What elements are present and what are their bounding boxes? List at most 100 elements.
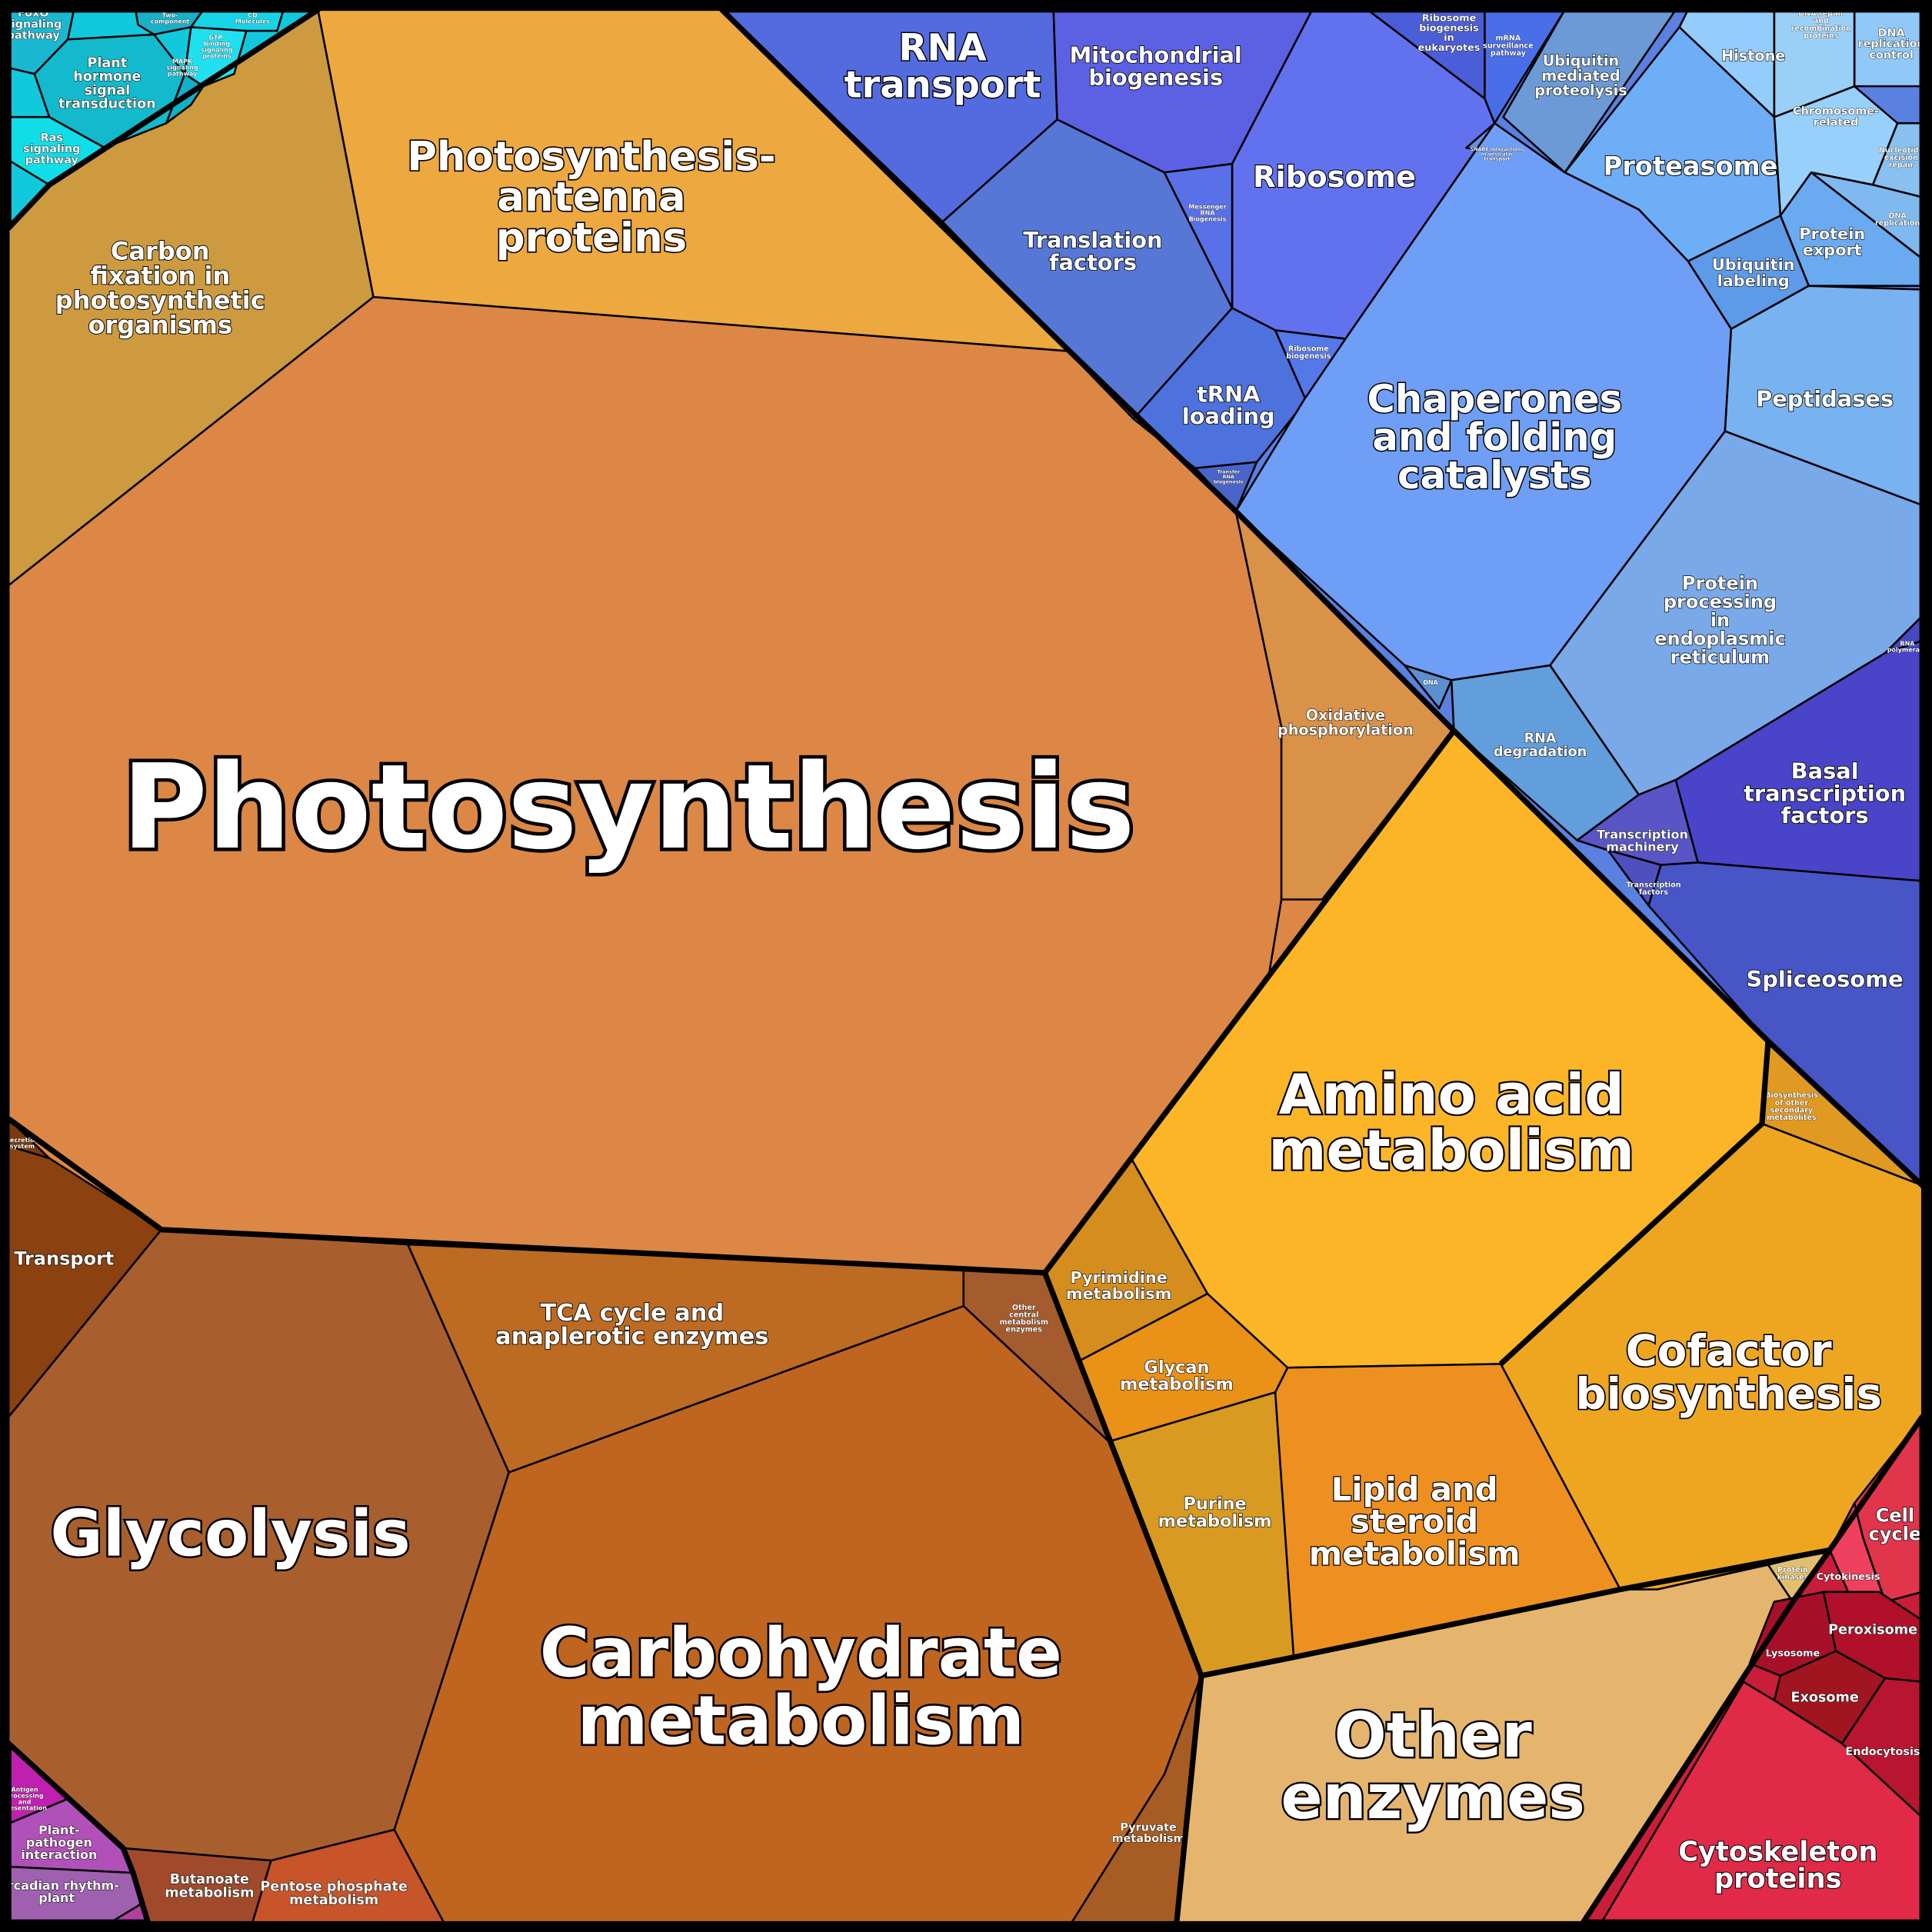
cell-label: signal — [85, 83, 131, 98]
cell-label: biogenesis — [1088, 65, 1223, 91]
cell-label: Exosome — [1790, 1690, 1858, 1706]
cell-label: Mitochondrial — [1070, 42, 1242, 68]
cell-label: Cytoskeleton — [1678, 1836, 1877, 1867]
cell-label: surveillance — [1483, 42, 1534, 50]
cell-label: replication — [1857, 38, 1924, 51]
cell-label: Messenger — [1188, 204, 1226, 211]
cell-label: transcription — [1744, 780, 1906, 806]
cell-label: Pentose phosphate — [260, 1880, 408, 1895]
cell-label: Ribosome — [1253, 160, 1416, 195]
cell-label: TCA cycle and — [540, 1300, 724, 1327]
cell-label: loading — [1182, 403, 1275, 429]
cell-label: Purine — [1183, 1494, 1246, 1514]
cell-label: SNARE interactions — [1471, 146, 1524, 152]
cell-label: Cell — [1876, 1504, 1914, 1526]
cell-label: in — [1710, 609, 1730, 631]
cell-label: central — [1009, 1311, 1038, 1319]
cell-label: transport — [1484, 156, 1510, 162]
cell-label: biogenesis — [1214, 478, 1244, 485]
cell-label: anaplerotic enzymes — [495, 1324, 768, 1351]
cell-label: Protein — [1682, 572, 1758, 594]
cell-label: RNA — [1900, 641, 1915, 648]
cell-label: DNA — [1878, 27, 1906, 39]
cell-label: DNA — [1888, 212, 1907, 220]
cell-label: endoplasmic — [1654, 628, 1786, 649]
cell-label: Photosynthesis — [122, 739, 1135, 875]
cell-label: Butanoate — [170, 1872, 249, 1887]
cell-label: RNA — [898, 27, 986, 70]
cell-label: Antigen — [11, 1786, 38, 1793]
cell-label: Other — [1012, 1304, 1036, 1312]
group-border — [1042, 728, 1457, 1275]
cell-label: control — [1869, 49, 1914, 62]
cell-label: processing — [6, 1792, 44, 1799]
cell-label: labeling — [1717, 271, 1790, 290]
cell-label: steroid — [1351, 1503, 1478, 1541]
group-border — [1581, 1414, 1925, 1925]
cell-label: signaling — [5, 18, 62, 31]
cell-label: enzymes — [1006, 1326, 1043, 1334]
cell-label: factors — [1049, 249, 1137, 275]
cell-label: Peroxisome — [1828, 1623, 1917, 1638]
cell-label: in vesicular — [1481, 151, 1514, 157]
cell-label: DNA — [1423, 679, 1438, 686]
cell-label: polymerase — [1887, 647, 1928, 654]
cell-label: metabolism — [578, 1681, 1024, 1760]
cell-label: Ribosome — [1422, 13, 1477, 25]
cell-label: Two- — [162, 12, 178, 19]
cell-label: machinery — [1606, 840, 1679, 854]
cell-label: Peptidases — [1756, 386, 1894, 412]
cell-label: Biogenesis — [1189, 216, 1227, 223]
cell-label: and — [1814, 17, 1829, 25]
cell-label: eukaryotes — [1418, 42, 1481, 54]
cell-label: signaling — [166, 65, 198, 72]
cell-label: mRNA — [1495, 35, 1521, 43]
cell-label: Proteasome — [1604, 151, 1778, 181]
cell-label: Circadian rhythm- — [0, 1878, 119, 1893]
cell-label: biosynthesis — [1575, 1370, 1881, 1420]
cell-label: signaling — [23, 143, 80, 155]
cell-label: Chromosome- — [1793, 105, 1879, 118]
cell-label: Carbohydrate — [540, 1613, 1062, 1692]
cell-label: Plant- — [38, 1823, 80, 1837]
cell-label: in — [1444, 32, 1454, 44]
cell-label: Chaperones — [1367, 377, 1622, 421]
cell-label: factors — [1781, 802, 1869, 828]
cell-label: transport — [844, 64, 1041, 107]
cell-label: Photosynthesis- — [407, 133, 776, 180]
group-border — [1201, 1547, 1830, 1679]
cell-label: export — [1803, 241, 1862, 259]
cell-label: Nucleotide — [1879, 146, 1924, 155]
cell-label: Transcription — [1626, 881, 1681, 889]
cell-label: proteins — [202, 52, 232, 59]
cell-label: Ubiquitin — [1712, 255, 1795, 274]
cell-label: Ribosome — [1288, 345, 1330, 353]
cell-label: excision — [1884, 154, 1918, 162]
cell-label: phosphorylation — [1277, 721, 1414, 739]
cell-label: metabolites — [1767, 1114, 1817, 1122]
cell-label: Cofactor — [1626, 1326, 1832, 1376]
cell-label: antenna — [497, 174, 685, 221]
cell-label: hormone — [73, 69, 141, 85]
cell-label: organisms — [88, 311, 232, 340]
cell-label: Pyruvate — [1120, 1822, 1177, 1834]
cell — [7, 1865, 143, 1924]
cell-label: degradation — [1494, 744, 1587, 760]
cell-label: pathway — [1491, 49, 1527, 58]
cell-label: Ubiquitin — [1543, 52, 1619, 70]
cell-label: GTP- — [208, 34, 225, 41]
cell-label: tRNA — [1197, 381, 1261, 407]
cell-label: metabolism — [289, 1893, 378, 1908]
cell-label: Biosynthesis — [1765, 1091, 1818, 1100]
cell-label: mediated — [1541, 67, 1620, 85]
cell — [251, 1828, 445, 1924]
cell-label: MAPK — [172, 58, 193, 65]
cell-label: secondary — [1770, 1106, 1813, 1114]
cell-label: CD — [248, 12, 258, 19]
cell-label: pathway — [25, 154, 79, 166]
cell-label: of other — [1775, 1099, 1809, 1108]
cell-label: Lipid and — [1331, 1471, 1498, 1508]
cell-label: Spliceosome — [1747, 966, 1904, 992]
